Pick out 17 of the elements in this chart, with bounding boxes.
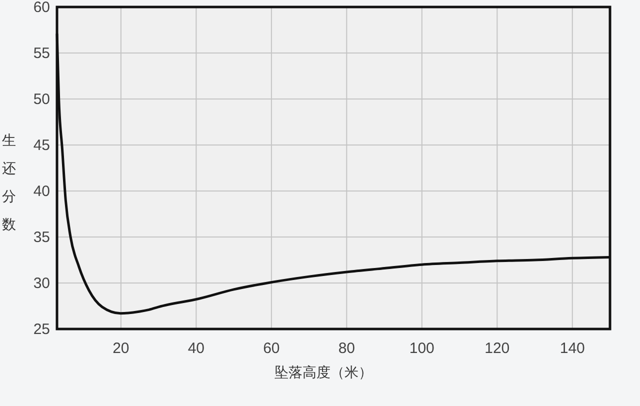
x-axis-title: 坠落高度（米） — [274, 364, 372, 380]
y-tick-label: 35 — [33, 229, 50, 246]
y-tick-label: 60 — [33, 0, 50, 16]
y-axis-title: 生还分数 — [2, 132, 16, 232]
y-tick-label: 50 — [33, 91, 50, 108]
x-tick-label: 140 — [560, 340, 585, 357]
x-tick-label: 120 — [484, 340, 510, 357]
x-tick-label: 60 — [263, 340, 280, 357]
x-tick-label: 20 — [112, 340, 130, 357]
y-tick-label: 25 — [33, 321, 50, 338]
y-tick-label: 40 — [33, 183, 50, 200]
x-tick-label: 80 — [338, 340, 356, 357]
y-tick-label: 30 — [33, 275, 50, 292]
x-tick-label: 40 — [188, 340, 205, 357]
x-tick-label: 100 — [409, 340, 434, 357]
y-tick-label: 55 — [33, 45, 50, 62]
y-tick-label: 45 — [33, 137, 50, 154]
